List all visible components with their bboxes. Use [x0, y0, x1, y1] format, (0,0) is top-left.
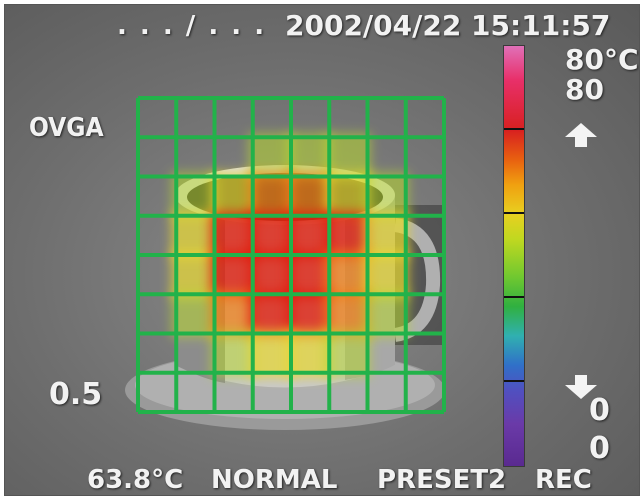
thermal-cell [175, 294, 214, 334]
date-time: 2002/04/22 15:11:57 [285, 9, 611, 42]
thermal-cell [251, 294, 290, 334]
scale-max-unit: 80°C [565, 43, 639, 76]
thermal-cell [290, 136, 329, 176]
thermal-cell [328, 294, 367, 334]
thermal-cell [213, 334, 252, 374]
thermal-cell [251, 176, 290, 216]
arrow-up-icon[interactable] [563, 121, 599, 149]
thermal-cell [251, 255, 290, 295]
thermal-cell [213, 215, 252, 255]
thermal-cell [251, 334, 290, 374]
thermal-cell [366, 176, 405, 216]
scale-tick [504, 380, 524, 382]
scale-tick [504, 128, 524, 130]
thermal-cell [366, 215, 405, 255]
thermal-cell [290, 176, 329, 216]
thermal-cell [366, 255, 405, 295]
thermal-overlay [137, 97, 443, 413]
palette-label: OVGA [29, 113, 104, 143]
spot-temperature: 63.8°C [87, 465, 184, 495]
thermal-cell [251, 215, 290, 255]
thermal-camera-display: . . . / . . . 2002/04/22 15:11:57 OVGA 0… [4, 4, 640, 496]
thermal-cell [328, 176, 367, 216]
thermal-cell [175, 176, 214, 216]
scale-tick [504, 296, 524, 298]
thermal-cell [366, 294, 405, 334]
color-scale-bar [503, 45, 525, 467]
gain-mode: NORMAL [211, 465, 338, 495]
thermal-cell [175, 215, 214, 255]
thermal-cell [328, 334, 367, 374]
thermal-cell [213, 294, 252, 334]
thermal-cell [328, 136, 367, 176]
thermal-cell [290, 294, 329, 334]
preset-label: PRESET2 [377, 465, 507, 495]
scale-min-value: 0 [589, 393, 610, 428]
thermal-cell [328, 255, 367, 295]
thermal-cell [290, 334, 329, 374]
thermal-cell [251, 136, 290, 176]
thermal-cell [290, 255, 329, 295]
thermal-cell [213, 255, 252, 295]
thermal-cell [290, 215, 329, 255]
scale-tick [504, 212, 524, 214]
scale-max-value: 80 [565, 73, 604, 106]
scale-min-value: 0 [589, 431, 610, 466]
measurement-grid [136, 96, 446, 414]
thermal-cell [175, 255, 214, 295]
display-mode: . . . / . . . [117, 11, 267, 41]
record-indicator: REC [535, 465, 592, 495]
thermal-cell [328, 215, 367, 255]
emissivity-value: 0.5 [49, 377, 103, 412]
thermal-cell [213, 176, 252, 216]
arrow-down-icon[interactable] [563, 373, 599, 401]
